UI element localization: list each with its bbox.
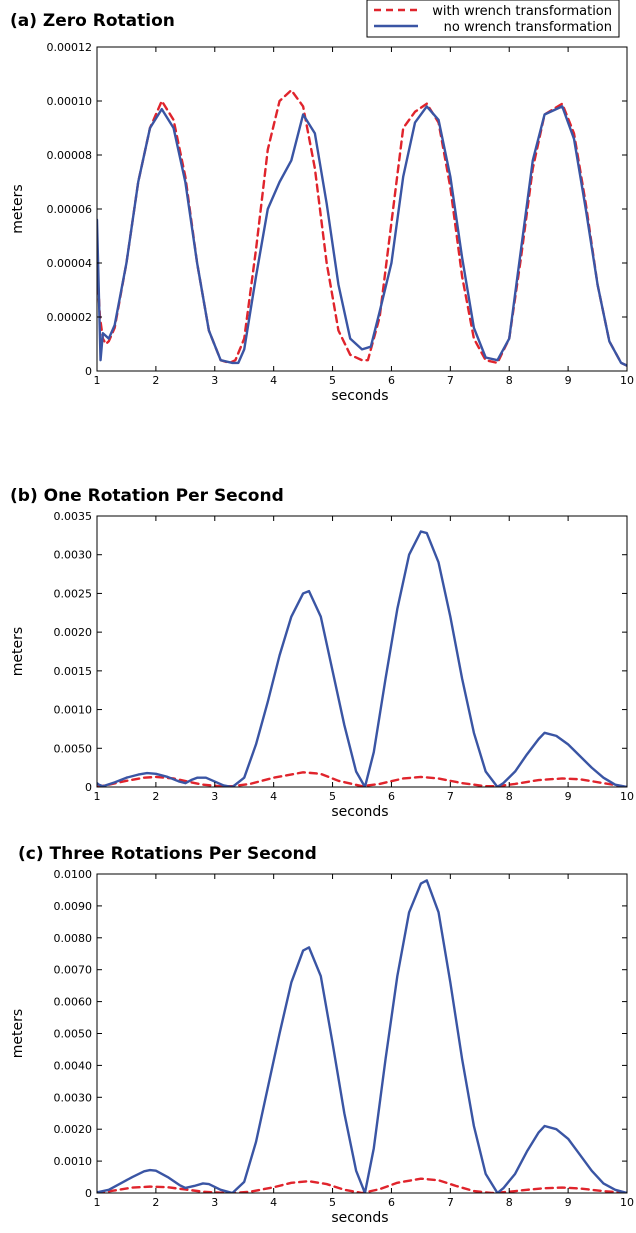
chart-title: (c) Three Rotations Per Second	[18, 844, 317, 864]
x-tick-label: 9	[565, 790, 572, 803]
series-line-no-wrench	[97, 530, 627, 787]
y-tick-label: 0.00004	[47, 257, 93, 270]
x-tick-label: 7	[447, 1196, 454, 1209]
series-line-with-wrench	[97, 1177, 627, 1193]
y-tick-label: 0.0050	[54, 742, 93, 755]
x-tick-label: 6	[388, 374, 395, 387]
chart-panel-1: (a) Zero Rotation 1 2 3 4 5 6 7 8 9 10 0 0.00002 0.00…	[10, 11, 634, 404]
chart-title: (b) One Rotation Per Second	[10, 486, 284, 506]
x-tick-label: 7	[447, 790, 454, 803]
y-tick-label: 0	[85, 781, 92, 794]
y-tick-label: 0.0030	[54, 1091, 93, 1104]
x-tick-label: 6	[388, 1196, 395, 1209]
y-tick-label: 0.00002	[47, 311, 93, 324]
y-tick-label: 0.0020	[54, 626, 93, 639]
x-tick-label: 8	[506, 1196, 513, 1209]
x-tick-label: 1	[94, 374, 101, 387]
legend-label: no wrench transformation	[444, 20, 612, 35]
x-tick-label: 7	[447, 374, 454, 387]
x-axis-label: seconds	[331, 388, 388, 404]
y-axis-label: meters	[10, 1009, 26, 1058]
series-line-with-wrench	[97, 89, 627, 367]
chart-panel-2: (b) One Rotation Per Second 1 2 3 4 5 6 7 8 9 10 0 0…	[10, 486, 634, 820]
x-tick-label: 6	[388, 790, 395, 803]
x-tick-label: 10	[620, 790, 634, 803]
x-tick-label: 1	[94, 1196, 101, 1209]
y-tick-label: 0.00006	[47, 203, 93, 216]
y-tick-label: 0.0100	[54, 868, 93, 881]
x-tick-label: 5	[329, 1196, 336, 1209]
x-tick-label: 10	[620, 1196, 634, 1209]
y-tick-label: 0.00012	[47, 41, 93, 54]
series-line-no-wrench	[97, 879, 627, 1193]
x-tick-label: 3	[211, 1196, 218, 1209]
y-tick-label: 0.0040	[54, 1059, 93, 1072]
x-tick-label: 5	[329, 374, 336, 387]
y-tick-label: 0	[85, 365, 92, 378]
y-tick-label: 0.0060	[54, 996, 93, 1009]
series-line-no-wrench	[97, 105, 627, 367]
x-tick-label: 3	[211, 790, 218, 803]
plot-frame	[96, 515, 628, 788]
y-tick-label: 0.0035	[54, 510, 93, 523]
y-tick-label: 0.0050	[54, 1028, 93, 1041]
x-tick-label: 5	[329, 790, 336, 803]
y-tick-label: 0	[85, 1187, 92, 1200]
legend-box	[366, 0, 620, 38]
series-group	[97, 879, 627, 1193]
x-tick-label: 8	[506, 374, 513, 387]
y-tick-label: 0.0010	[54, 1155, 93, 1168]
chart-panel-3: (c) Three Rotations Per Second 1 2 3 4 5 6 7 8 9 1…	[10, 844, 634, 1226]
series-group	[97, 530, 627, 787]
x-tick-label: 3	[211, 374, 218, 387]
x-tick-label: 8	[506, 790, 513, 803]
x-tick-label: 1	[94, 790, 101, 803]
x-tick-label: 4	[270, 1196, 277, 1209]
x-tick-label: 2	[152, 790, 159, 803]
series-group	[97, 89, 627, 367]
plot-frame	[96, 873, 628, 1194]
y-tick-label: 0.0070	[54, 964, 93, 977]
y-axis-label: meters	[10, 627, 26, 676]
y-axis-label: meters	[10, 184, 26, 233]
y-tick-label: 0.0010	[54, 704, 93, 717]
plot-frame	[96, 46, 628, 372]
y-tick-label: 0.0030	[54, 549, 93, 562]
y-tick-label: 0.00008	[47, 149, 93, 162]
y-tick-label: 0.0025	[54, 587, 93, 600]
x-tick-label: 9	[565, 1196, 572, 1209]
y-tick-label: 0.0080	[54, 932, 93, 945]
x-tick-label: 4	[270, 790, 277, 803]
x-tick-label: 4	[270, 374, 277, 387]
x-tick-label: 9	[565, 374, 572, 387]
y-tick-label: 0.0020	[54, 1123, 93, 1136]
x-tick-label: 10	[620, 374, 634, 387]
x-axis-label: seconds	[331, 804, 388, 820]
x-tick-label: 2	[152, 374, 159, 387]
y-tick-label: 0.00010	[47, 95, 93, 108]
y-tick-label: 0.0090	[54, 900, 93, 913]
legend-label: with wrench transformation	[432, 4, 612, 19]
y-tick-label: 0.0015	[54, 665, 93, 678]
chart-title: (a) Zero Rotation	[10, 11, 175, 31]
x-tick-label: 2	[152, 1196, 159, 1209]
x-axis-label: seconds	[331, 1210, 388, 1226]
